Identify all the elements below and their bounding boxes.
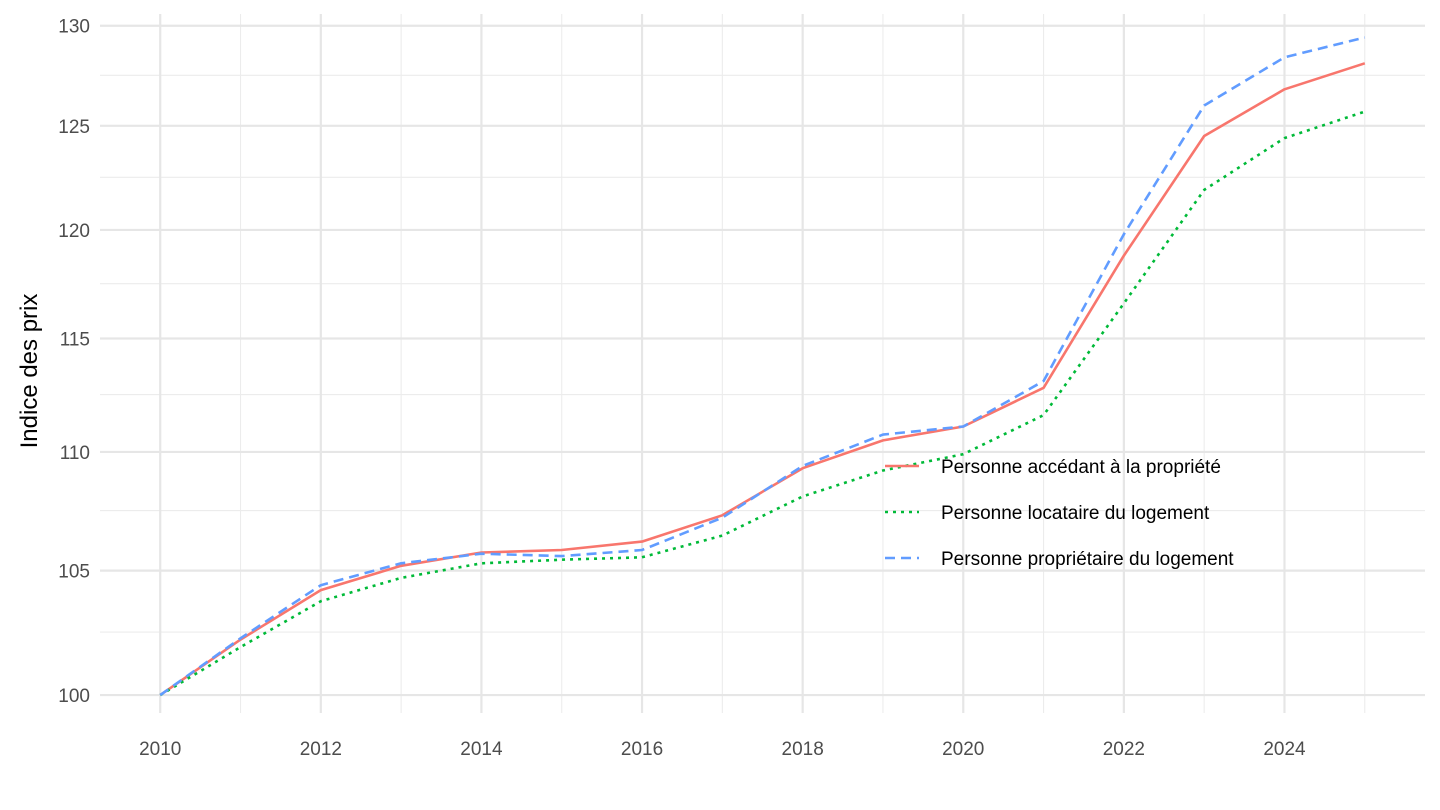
x-tick-label: 2010 xyxy=(139,739,181,760)
y-axis-title: Indice des prix xyxy=(16,294,43,449)
x-tick-label: 2012 xyxy=(300,739,342,760)
legend-label: Personne locataire du logement xyxy=(941,503,1210,524)
legend-item-2: Personne locataire du logement xyxy=(885,503,1210,524)
series-line-1 xyxy=(159,62,1366,697)
legend: Personne accédant à la propriété Personne… xyxy=(885,457,1234,570)
major-gridlines xyxy=(100,14,1425,713)
legend-label: Personne propriétaire du logement xyxy=(941,549,1234,570)
legend-item-1: Personne accédant à la propriété xyxy=(885,457,1221,478)
x-axis-tick-labels: 2010 2012 2014 2016 2018 2020 2022 2024 xyxy=(139,739,1306,760)
series-line-2 xyxy=(159,110,1366,697)
x-tick-label: 2024 xyxy=(1263,739,1306,760)
legend-item-3: Personne propriétaire du logement xyxy=(885,549,1234,570)
y-tick-label: 105 xyxy=(58,562,90,583)
y-tick-label: 120 xyxy=(58,221,90,242)
y-axis-tick-labels: 100 105 110 115 120 125 130 xyxy=(58,17,90,707)
series-lines xyxy=(159,36,1366,697)
y-tick-label: 125 xyxy=(58,117,90,138)
y-tick-label: 115 xyxy=(60,330,90,351)
y-tick-label: 130 xyxy=(58,17,90,38)
x-tick-label: 2020 xyxy=(942,739,984,760)
minor-gridlines xyxy=(100,14,1425,713)
series-line-3 xyxy=(159,36,1366,697)
x-tick-label: 2022 xyxy=(1103,739,1145,760)
y-tick-label: 100 xyxy=(58,686,90,707)
legend-label: Personne accédant à la propriété xyxy=(941,457,1221,478)
y-tick-label: 110 xyxy=(60,443,90,464)
x-tick-label: 2018 xyxy=(782,739,824,760)
x-tick-label: 2016 xyxy=(621,739,663,760)
x-tick-label: 2014 xyxy=(460,739,503,760)
